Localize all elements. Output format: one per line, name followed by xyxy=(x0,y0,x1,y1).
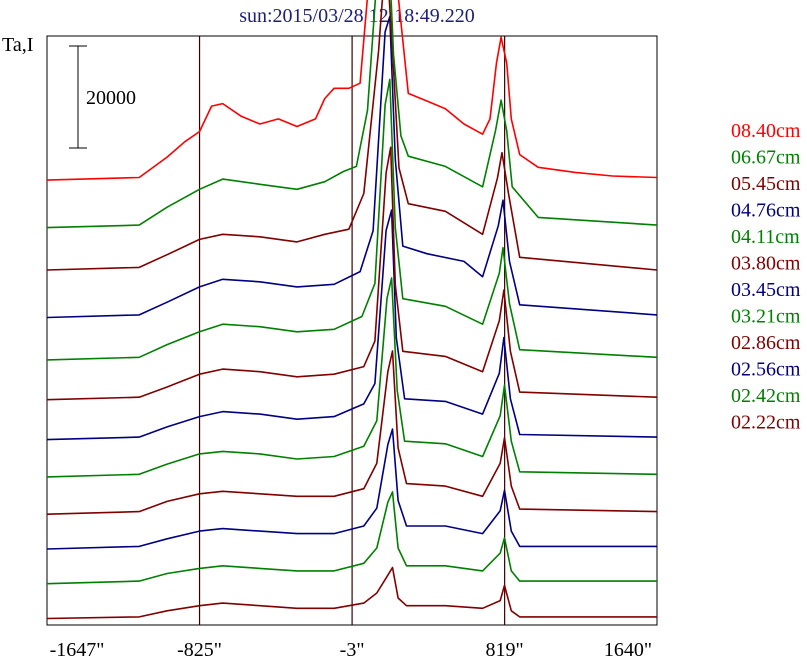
series-line-06-67cm xyxy=(46,0,658,229)
y-axis-label: Ta,I xyxy=(2,34,33,56)
legend-entry: 02.56cm xyxy=(731,359,801,381)
x-tick-label: 1640" xyxy=(604,639,652,661)
series-line-04-76cm xyxy=(46,15,658,319)
scale-bar: 20000 xyxy=(69,45,136,149)
series-line-02-42cm xyxy=(46,491,657,585)
chart-title: sun:2015/03/28 12:18:49.220 xyxy=(239,5,475,27)
series-line-03-80cm xyxy=(46,146,658,401)
legend-entry: 08.40cm xyxy=(731,120,801,142)
series-line-02-56cm xyxy=(46,428,657,550)
x-tick-label: -1647" xyxy=(50,639,105,661)
legend-entry: 03.80cm xyxy=(731,253,801,275)
legend-entry: 02.42cm xyxy=(731,385,801,407)
series-line-03-21cm xyxy=(46,277,658,478)
series-line-02-22cm xyxy=(46,566,657,620)
series-lines xyxy=(46,0,658,620)
legend-entry: 03.45cm xyxy=(731,279,801,301)
x-tick-labels: -1647" -825" -3" 819" 1640" xyxy=(50,639,653,661)
x-tick-label: -3" xyxy=(340,639,365,661)
legend-entry: 02.22cm xyxy=(731,412,801,434)
series-line-02-86cm xyxy=(46,350,658,515)
legend-entry: 02.86cm xyxy=(731,332,801,354)
legend-entry: 03.21cm xyxy=(731,306,801,328)
vertical-markers xyxy=(198,36,506,625)
scale-bar-label: 20000 xyxy=(86,87,136,109)
series-line-05-45cm xyxy=(46,0,658,271)
series-line-04-11cm xyxy=(46,78,658,361)
series-line-08-40cm xyxy=(46,0,658,181)
legend-entry: 04.11cm xyxy=(731,226,800,248)
legend: 08.40cm 06.67cm 05.45cm 04.76cm 04.11cm 03.80… xyxy=(731,120,801,434)
legend-entry: 05.45cm xyxy=(731,173,801,195)
x-tick-label: 819" xyxy=(486,639,524,661)
legend-entry: 04.76cm xyxy=(731,200,801,222)
x-tick-label: -825" xyxy=(177,639,222,661)
series-line-03-45cm xyxy=(46,209,658,441)
legend-entry: 06.67cm xyxy=(731,147,801,169)
